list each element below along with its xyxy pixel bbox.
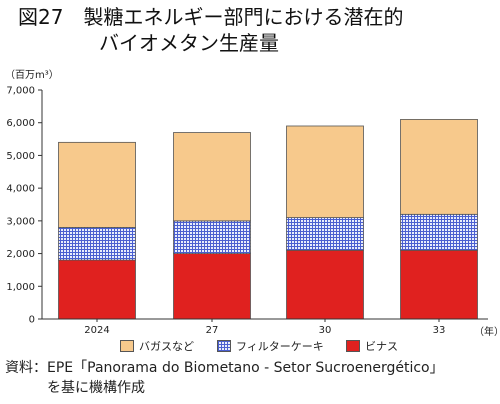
legend-label-vinasse: ビナス: [365, 340, 398, 353]
bar-segment-filter: [173, 220, 251, 254]
source-line2: を基に機構作成: [47, 380, 145, 396]
legend-swatch-filter-cake: [217, 340, 231, 352]
bar-segment-filter: [286, 217, 364, 251]
y-tick-label: 2,000: [6, 249, 35, 260]
plot-area: 0 1,000 2,000 3,000 4,000 5,000 6,000 7,000 2024…: [6, 86, 488, 336]
bar-segment-bagasse: [286, 125, 364, 218]
legend-label-bagasse: バガスなど: [139, 340, 194, 353]
y-tick-label: 7,000: [6, 86, 35, 97]
legend: バガスなど フィルターケーキ ビナス: [0, 338, 500, 356]
x-axis-unit: （年）: [474, 327, 500, 338]
legend-item-bagasse: バガスなど: [120, 338, 194, 354]
bar-segment-filter: [400, 213, 478, 251]
bar-segment-bagasse: [173, 132, 251, 222]
x-tick-label: 30: [319, 325, 332, 336]
bar-segment-bagasse: [58, 141, 136, 228]
y-tick-label: 0: [29, 315, 35, 326]
x-tick-label: 2024: [84, 325, 109, 336]
x-tick-label: 33: [433, 325, 446, 336]
legend-swatch-bagasse: [120, 340, 134, 352]
x-tick-label: 27: [206, 325, 219, 336]
bar-segment-bagasse: [400, 119, 478, 215]
y-tick-label: 6,000: [6, 118, 35, 129]
chart-title-line1: 図27 製糖エネルギー部門における潜在的: [18, 5, 404, 29]
bar-segment-vinasse: [58, 259, 136, 320]
bar-segment-vinasse: [173, 253, 251, 320]
y-tick-label: 1,000: [6, 282, 35, 293]
y-axis-unit: （百万m³）: [5, 70, 59, 81]
source-note: 資料：EPE「Panorama do Biometano - Setor Suc…: [5, 358, 444, 398]
legend-item-vinasse: ビナス: [346, 338, 398, 354]
chart-title-line2: バイオメタン生産量: [99, 31, 279, 55]
y-tick-label: 5,000: [6, 151, 35, 162]
legend-swatch-vinasse: [346, 340, 360, 352]
bar-segment-vinasse: [400, 249, 478, 320]
source-line1: 資料：EPE「Panorama do Biometano - Setor Suc…: [5, 360, 444, 376]
bar-segment-filter: [58, 226, 136, 261]
y-tick-label: 3,000: [6, 216, 35, 227]
chart-title: 図27 製糖エネルギー部門における潜在的 バイオメタン生産量: [18, 4, 403, 56]
bar-segment-vinasse: [286, 249, 364, 320]
y-tick-label: 4,000: [6, 184, 35, 195]
legend-label-filter-cake: フィルターケーキ: [236, 340, 324, 353]
legend-item-filter-cake: フィルターケーキ: [217, 338, 324, 354]
